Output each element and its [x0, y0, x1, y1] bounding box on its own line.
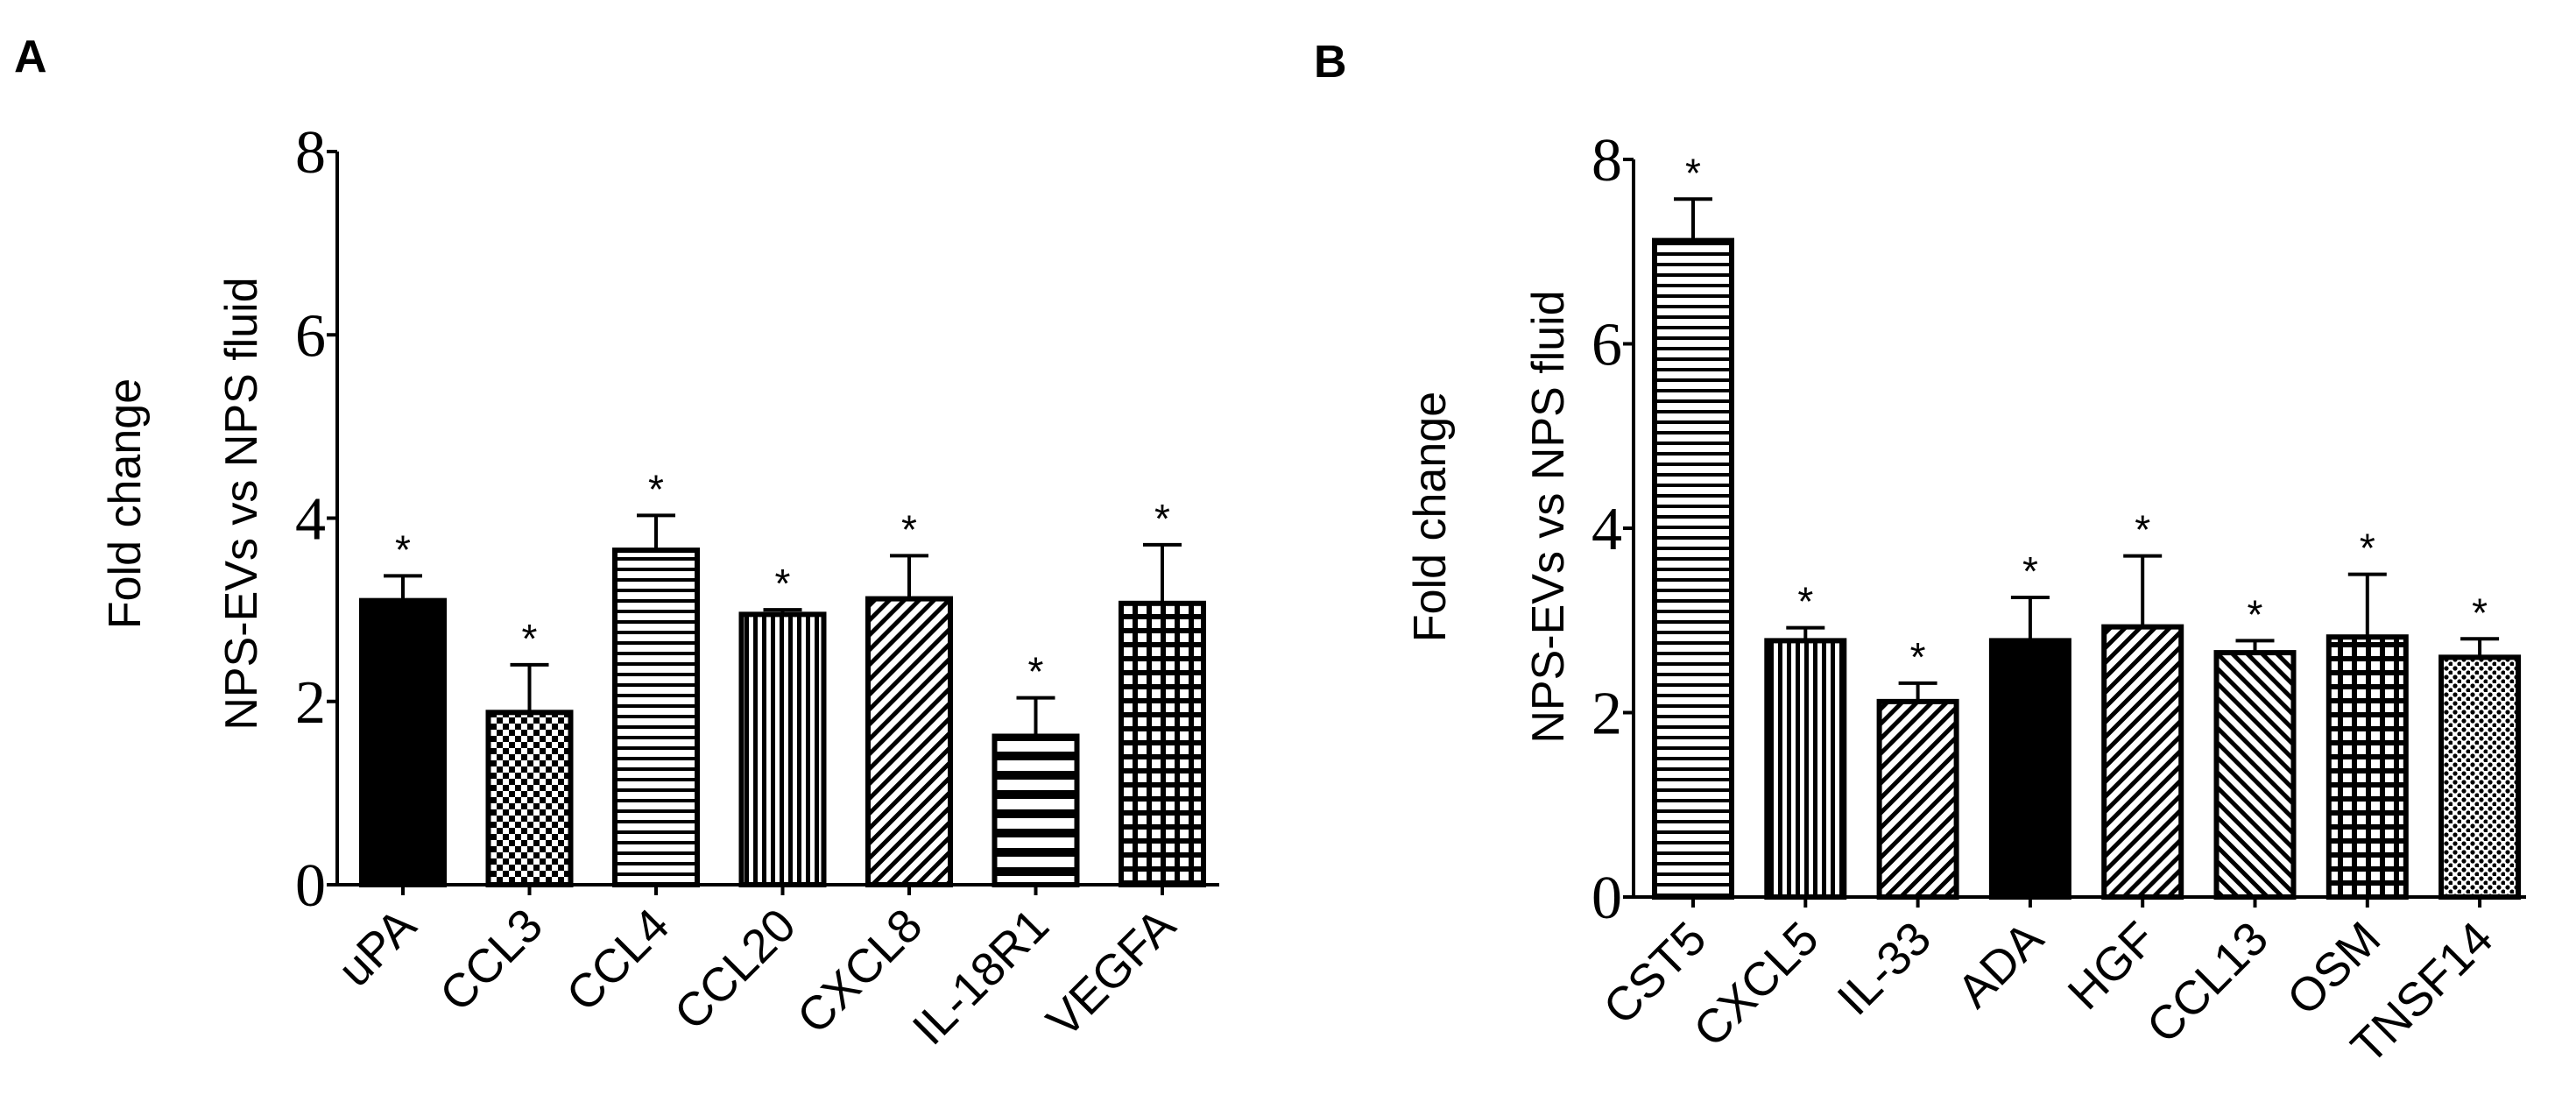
- category-label-ccl4: CCL4: [556, 899, 679, 1021]
- bar-il-18r1: [992, 733, 1080, 887]
- bar-upa: [359, 597, 447, 887]
- y-tick-label: 0: [295, 852, 326, 920]
- significance-star: *: [648, 466, 664, 512]
- panel-a-plot: 02468*uPA*CCL3*CCL4*CCL20*CXCL8*IL-18R1*…: [295, 119, 1219, 1055]
- bar-tnsf14: [2438, 654, 2522, 900]
- y-tick-label: 4: [295, 486, 326, 554]
- panel-a-label: A: [14, 32, 47, 82]
- y-tick-label: 8: [1591, 127, 1622, 194]
- significance-star: *: [2135, 507, 2150, 553]
- significance-star: *: [1685, 150, 1701, 195]
- panel-a: A Fold change NPS-EVs vs NPS fluid 0 2 4 6 8…: [14, 32, 1219, 1055]
- bar-hgf: [2101, 624, 2184, 900]
- bar-ccl3: [485, 710, 574, 887]
- category-label-ccl13: CCL13: [2137, 912, 2278, 1053]
- bar-osm: [2325, 634, 2409, 900]
- bar-ccl13: [2213, 650, 2297, 901]
- panel-b-ylabel-line1: Fold change: [1405, 392, 1456, 642]
- panel-a-ylabel-line2: NPS-EVs vs NPS fluid: [216, 277, 267, 730]
- y-tick-label: 0: [1591, 865, 1622, 932]
- significance-star: *: [1797, 579, 1813, 625]
- category-label-ccl3: CCL3: [430, 899, 553, 1021]
- panel-b-ylabel-line2: NPS-EVs vs NPS fluid: [1523, 290, 1574, 743]
- y-tick-label: 8: [295, 119, 326, 187]
- category-label-il-18r1: IL-18R1: [903, 899, 1059, 1055]
- category-label-upa: uPA: [328, 899, 427, 997]
- significance-star: *: [2022, 548, 2038, 594]
- bar-ccl20: [738, 611, 827, 887]
- significance-star: *: [395, 526, 411, 572]
- significance-star: *: [1154, 496, 1170, 541]
- y-tick-label: 6: [1591, 312, 1622, 379]
- panel-a-ylabel-line1: Fold change: [100, 378, 151, 629]
- y-tick-label: 2: [1591, 681, 1622, 748]
- panel-b: B Fold change NPS-EVs vs NPS fluid 0 2 4 6 8…: [1314, 37, 2526, 1074]
- bar-cst5: [1652, 237, 1734, 900]
- category-label-ccl20: CCL20: [665, 899, 806, 1040]
- category-label-il-33: IL-33: [1828, 912, 1941, 1025]
- y-tick-label: 4: [1591, 496, 1622, 563]
- significance-star: *: [522, 616, 538, 661]
- significance-star: *: [775, 561, 791, 606]
- significance-star: *: [901, 506, 917, 552]
- bar-cxcl5: [1764, 638, 1847, 901]
- significance-star: *: [2472, 590, 2488, 635]
- bar-vegfa: [1119, 600, 1206, 888]
- category-label-ada: ADA: [1947, 912, 2053, 1018]
- bar-cxcl8: [865, 596, 953, 887]
- category-label-cxcl5: CXCL5: [1683, 912, 1829, 1057]
- bar-ada: [1988, 638, 2071, 901]
- panel-b-label: B: [1314, 37, 1347, 88]
- significance-star: *: [2360, 526, 2375, 571]
- y-tick-label: 2: [295, 669, 326, 737]
- significance-star: *: [1028, 649, 1044, 695]
- bar-ccl4: [612, 547, 700, 888]
- category-label-vegfa: VEGFA: [1037, 899, 1186, 1048]
- bar-il-33: [1876, 698, 1959, 900]
- significance-star: *: [1910, 634, 1926, 680]
- y-tick-label: 6: [295, 302, 326, 370]
- significance-star: *: [2248, 591, 2263, 637]
